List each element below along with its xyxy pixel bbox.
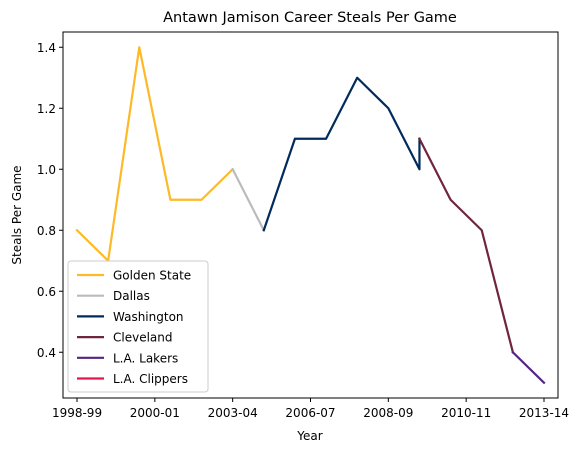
series-line-0: [75, 46, 235, 262]
x-tick-label: 1998-99: [52, 406, 102, 420]
chart-title: Antawn Jamison Career Steals Per Game: [163, 10, 457, 26]
plot-frame: [62, 31, 559, 399]
legend-label-2: Washington: [113, 310, 184, 324]
y-tick-label: 1.4: [37, 41, 56, 55]
x-tick-label: 2013-14: [519, 406, 569, 420]
x-tick-label: 2010-11: [441, 406, 491, 420]
legend-label-4: L.A. Lakers: [113, 351, 178, 365]
legend-box: [67, 260, 209, 393]
series-line-1: [231, 167, 266, 232]
x-tick-label: 2008-09: [363, 406, 413, 420]
series-line-4: [511, 350, 546, 385]
y-axis-label: Steals Per Game: [10, 165, 24, 264]
x-tick-label: 2006-07: [285, 406, 335, 420]
series-line-3: [417, 137, 515, 354]
y-tick-label: 1.0: [37, 163, 56, 177]
legend: Golden State Dallas Washington Cleveland L.A…: [67, 260, 209, 393]
y-tick-label: 0.6: [37, 285, 56, 299]
y-tick-label: 1.2: [37, 102, 56, 116]
legend-label-1: Dallas: [113, 289, 150, 303]
legend-label-0: Golden State: [113, 269, 191, 283]
series-line-2: [262, 76, 421, 232]
legend-label-3: Cleveland: [113, 331, 173, 345]
x-axis-label: Year: [296, 429, 322, 443]
x-tick-label: 2003-04: [208, 406, 258, 420]
plot-area: 0.4 0.6 0.8 1.0 1.2 1.4 1998-99 2000-01 2003-04 2…: [37, 41, 569, 420]
y-tick-label: 0.8: [37, 224, 56, 238]
y-tick-label: 0.4: [37, 346, 56, 360]
legend-label-5: L.A. Clippers: [113, 372, 188, 386]
x-tick-label: 2000-01: [130, 406, 180, 420]
